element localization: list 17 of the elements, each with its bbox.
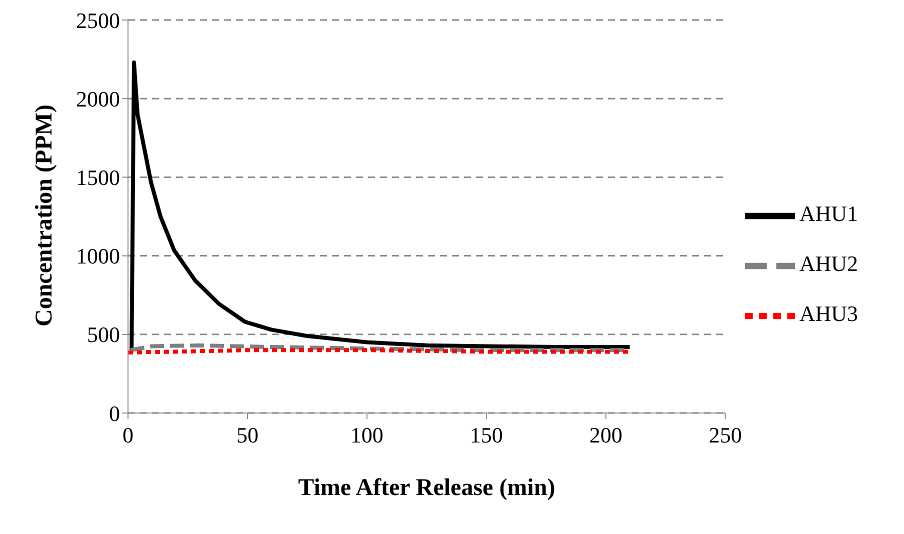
legend-label: AHU1 bbox=[799, 200, 858, 226]
x-tick-label: 50 bbox=[236, 422, 258, 448]
x-tick-label: 100 bbox=[350, 422, 384, 448]
legend-label: AHU3 bbox=[799, 300, 858, 326]
line-series bbox=[130, 60, 632, 352]
x-tick-label: 200 bbox=[589, 422, 622, 448]
legend-label: AHU2 bbox=[799, 250, 858, 276]
y-tick-label: 500 bbox=[87, 322, 120, 348]
x-axis-title: Time After Release (min) bbox=[298, 475, 556, 501]
y-tick-label: 1500 bbox=[76, 165, 120, 190]
y-axis-title: Concentration (PPM) bbox=[32, 104, 58, 326]
y-tick-label: 2500 bbox=[76, 8, 120, 33]
x-tick-label: 150 bbox=[470, 422, 503, 448]
x-tick-label: 250 bbox=[708, 422, 742, 448]
y-tick-label: 2000 bbox=[76, 86, 120, 112]
y-tick-label: 1000 bbox=[76, 244, 120, 269]
y-tick-label: 0 bbox=[109, 400, 120, 426]
